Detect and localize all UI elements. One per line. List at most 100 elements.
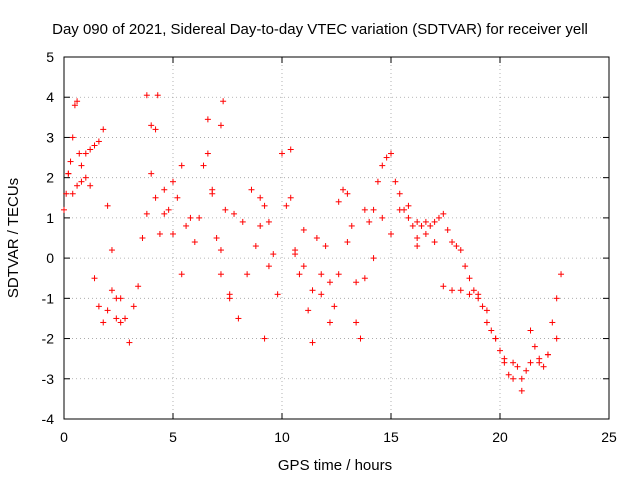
data-point [388, 150, 394, 157]
data-point [470, 287, 477, 294]
data-point [518, 387, 525, 394]
data-point [82, 174, 89, 181]
data-point [283, 202, 290, 209]
data-point [427, 222, 434, 229]
data-point [183, 222, 190, 229]
data-point [270, 251, 277, 258]
data-point [501, 355, 508, 362]
data-point [422, 218, 429, 225]
y-tick-label: -2 [42, 331, 55, 347]
data-point [148, 170, 155, 177]
data-point [196, 214, 203, 221]
data-point [108, 287, 115, 294]
y-tick-label: 4 [46, 89, 54, 105]
data-point [318, 271, 325, 278]
data-point [191, 239, 198, 246]
data-point [309, 287, 316, 294]
data-point [405, 214, 412, 221]
data-point [113, 315, 120, 322]
data-point [104, 307, 111, 314]
data-point [370, 206, 377, 213]
data-point [326, 279, 333, 286]
data-point [154, 92, 161, 99]
data-point [143, 210, 150, 217]
data-point [82, 150, 89, 157]
data-point [161, 210, 168, 217]
data-point [67, 158, 74, 165]
data-point [431, 239, 438, 246]
data-point [418, 222, 425, 229]
data-point [388, 230, 394, 237]
data-point [305, 307, 312, 314]
data-point [527, 359, 534, 366]
data-point [457, 247, 464, 254]
data-point [248, 186, 255, 193]
data-point [366, 218, 373, 225]
data-point [422, 230, 429, 237]
data-point [466, 291, 473, 298]
data-point [457, 287, 464, 294]
data-point [78, 162, 85, 169]
data-point [414, 235, 421, 241]
data-point [65, 170, 72, 177]
data-point [63, 190, 70, 197]
data-point [449, 239, 456, 246]
data-point [71, 102, 78, 109]
data-point [440, 210, 447, 217]
y-tick-label: -1 [42, 290, 55, 306]
data-point [244, 271, 251, 278]
data-point [69, 134, 76, 141]
y-tick-label: -3 [42, 371, 55, 387]
data-point [217, 271, 224, 278]
data-point [379, 162, 386, 169]
data-point [156, 230, 163, 237]
data-point [331, 303, 338, 310]
data-point [466, 275, 473, 282]
data-point [209, 190, 216, 197]
data-point [540, 363, 547, 370]
data-point [78, 178, 85, 185]
data-point [104, 202, 111, 209]
data-point [204, 116, 211, 123]
data-point [483, 307, 490, 314]
data-point [257, 222, 264, 229]
data-point [549, 319, 556, 326]
x-axis-label: GPS time / hours [278, 457, 392, 474]
data-point [76, 150, 83, 157]
data-point [435, 214, 442, 221]
data-point [217, 247, 224, 254]
data-point [340, 186, 347, 193]
data-point [287, 146, 294, 153]
data-point [87, 182, 94, 189]
data-point [257, 194, 264, 201]
grid-layer [64, 57, 609, 419]
data-point [178, 271, 185, 278]
data-point [117, 295, 124, 302]
data-point [117, 319, 124, 326]
data-point [296, 271, 303, 278]
data-point [357, 335, 364, 342]
y-tick-label: -4 [42, 411, 55, 427]
x-tick-label: 10 [274, 429, 290, 445]
data-point [348, 222, 355, 229]
plot-area-border [63, 56, 610, 420]
data-point [558, 271, 565, 278]
data-point [353, 279, 360, 286]
data-point [497, 347, 503, 354]
data-point [143, 92, 150, 99]
data-point [239, 218, 246, 225]
data-point [139, 235, 146, 241]
data-point [514, 363, 521, 370]
data-point [91, 275, 98, 282]
data-point [475, 295, 482, 302]
y-tick-label: 3 [46, 129, 54, 145]
data-point [226, 295, 233, 302]
data-point [265, 263, 272, 270]
data-point [370, 255, 377, 262]
data-point [130, 303, 137, 310]
x-tick-label: 5 [169, 429, 177, 445]
data-point [200, 162, 207, 169]
data-point [531, 343, 538, 350]
data-point [91, 142, 98, 149]
data-point [252, 243, 259, 250]
